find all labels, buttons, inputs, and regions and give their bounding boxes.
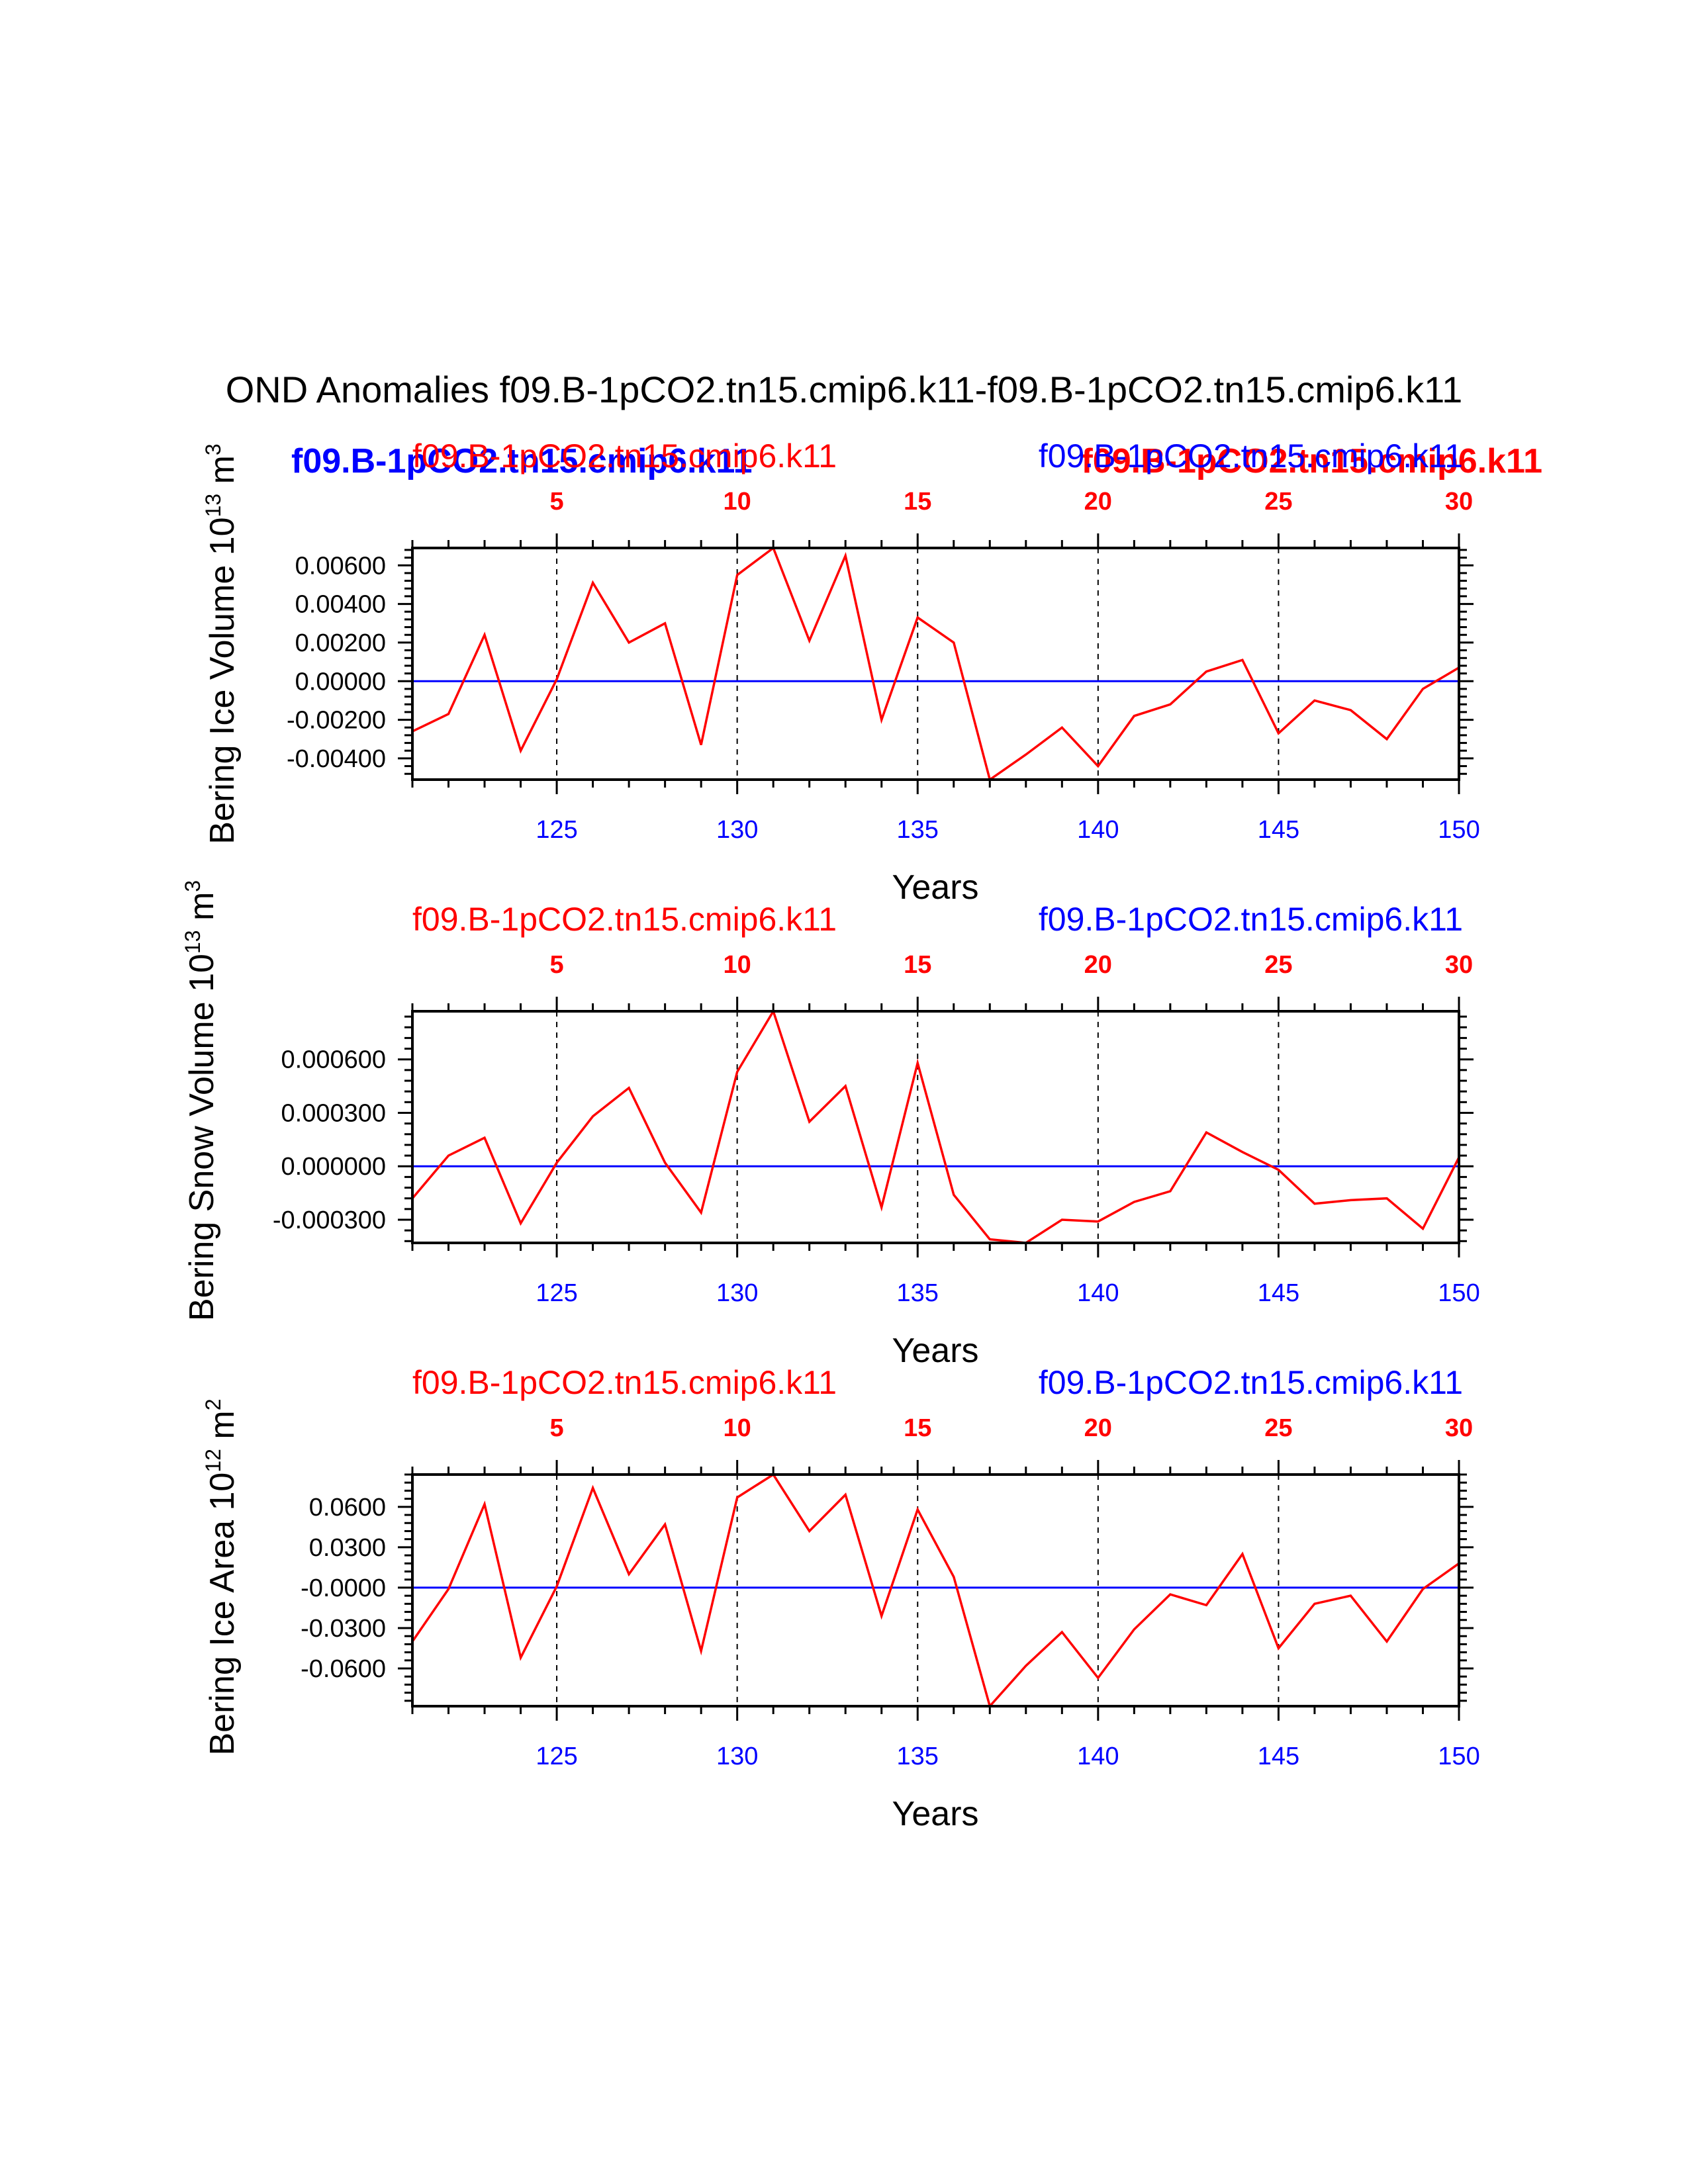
x-tick-label-top: 15	[904, 1414, 931, 1442]
x-tick-label-bottom: 125	[536, 1279, 577, 1307]
y-axis-label-text: Bering Snow Volume 10	[183, 954, 221, 1321]
x-tick-label-top: 15	[904, 488, 931, 516]
x-tick-label-top: 20	[1084, 488, 1112, 516]
x-tick-label-bottom: 150	[1438, 1279, 1479, 1307]
y-tick-label: -0.0000	[301, 1574, 386, 1602]
x-tick-label-bottom: 125	[536, 816, 577, 844]
subtitle-right: f09.B-1pCO2.tn15.cmip6.k11	[1039, 901, 1463, 938]
x-tick-label-top: 25	[1264, 488, 1292, 516]
series-line	[411, 1008, 1460, 1244]
x-tick-label-bottom: 130	[716, 816, 758, 844]
plot-frame	[411, 1010, 1460, 1244]
y-tick-label: -0.000300	[273, 1206, 386, 1234]
y-tick-label: 0.00000	[295, 668, 386, 696]
y-tick-label: -0.00400	[287, 745, 386, 773]
x-tick-label-top: 20	[1084, 1414, 1112, 1442]
panel-1: -0.00400 -0.00200 0.00000 0.00200 0.00400 0.0…	[201, 437, 1480, 907]
subtitle-left: f09.B-1pCO2.tn15.cmip6.k11	[412, 901, 837, 938]
subtitle-left: f09.B-1pCO2.tn15.cmip6.k11	[412, 437, 837, 475]
panel-2: -0.000300 0.000000 0.000300 0.000600 125 130 1…	[181, 880, 1480, 1370]
x-tick-label-top: 30	[1445, 1414, 1473, 1442]
plot-frame	[411, 547, 1460, 781]
y-axis-label-exponent: 13	[181, 930, 205, 954]
x-tick-label-bottom: 140	[1077, 1743, 1119, 1770]
x-tick-label-top: 5	[549, 488, 563, 516]
series-line	[412, 546, 1460, 782]
y-tick-label: 0.00400	[295, 591, 386, 619]
y-axis-label: Bering Snow Volume 1013 m3	[181, 880, 221, 1321]
x-tick-label-bottom: 130	[716, 1279, 758, 1307]
plot-frame	[411, 1473, 1460, 1707]
x-axis-label: Years	[892, 868, 978, 907]
y-axis-label-unit: m	[203, 1410, 242, 1449]
y-axis-label-unit-exponent: 3	[181, 880, 205, 892]
y-tick-label: 0.0300	[309, 1534, 386, 1562]
x-tick-label-bottom: 140	[1077, 1279, 1119, 1307]
overlay-blue-label: f09.B-1pCO2.tn15.cmip6.k11	[291, 442, 753, 480]
y-tick-label: -0.0600	[301, 1655, 386, 1683]
x-tick-label-top: 5	[549, 1414, 563, 1442]
y-tick-label: -0.0300	[301, 1615, 386, 1643]
x-tick-label-bottom: 135	[897, 1279, 939, 1307]
x-tick-label-bottom: 130	[716, 1743, 758, 1770]
y-axis-label-exponent: 13	[201, 494, 225, 518]
x-tick-label-top: 10	[724, 951, 751, 979]
y-axis-label-unit: m	[203, 455, 242, 494]
x-axis-label: Years	[892, 1795, 978, 1833]
x-tick-label-top: 25	[1264, 1414, 1292, 1442]
y-tick-label: -0.00200	[287, 707, 386, 735]
y-axis-label: Bering Ice Area 1012 m2	[201, 1399, 242, 1756]
x-tick-label-bottom: 145	[1258, 1279, 1299, 1307]
y-axis-label-text: Bering Ice Volume 10	[203, 517, 242, 844]
x-tick-label-top: 30	[1445, 951, 1473, 979]
y-tick-label: 0.0600	[309, 1494, 386, 1522]
x-tick-label-top: 5	[549, 951, 563, 979]
x-tick-label-bottom: 135	[897, 816, 939, 844]
y-tick-label: 0.00600	[295, 552, 386, 580]
x-tick-label-bottom: 145	[1258, 1743, 1299, 1770]
x-axis-label: Years	[892, 1332, 978, 1370]
x-tick-label-bottom: 125	[536, 1743, 577, 1770]
subtitle-right: f09.B-1pCO2.tn15.cmip6.k11	[1039, 437, 1463, 475]
x-tick-label-bottom: 150	[1438, 1743, 1479, 1770]
y-tick-label: 0.000000	[281, 1153, 387, 1181]
x-tick-label-top: 25	[1264, 951, 1292, 979]
subtitle-left: f09.B-1pCO2.tn15.cmip6.k11	[412, 1364, 837, 1401]
y-axis-label: Bering Ice Volume 1013 m3	[201, 443, 242, 844]
x-tick-label-top: 10	[724, 488, 751, 516]
x-tick-label-top: 10	[724, 1414, 751, 1442]
y-axis-label-unit-exponent: 2	[201, 1399, 225, 1411]
x-tick-label-top: 15	[904, 951, 931, 979]
series-line	[411, 1473, 1460, 1709]
y-axis-label-unit-exponent: 3	[201, 443, 225, 455]
y-axis-label-text: Bering Ice Area 10	[203, 1473, 242, 1756]
y-axis-label-unit: m	[183, 892, 221, 931]
x-tick-label-top: 30	[1445, 488, 1473, 516]
x-tick-label-bottom: 150	[1438, 816, 1479, 844]
x-tick-label-bottom: 145	[1258, 816, 1299, 844]
y-tick-label: 0.000600	[281, 1046, 387, 1074]
y-tick-label: 0.00200	[295, 629, 386, 657]
x-tick-label-bottom: 135	[897, 1743, 939, 1770]
subtitle-right: f09.B-1pCO2.tn15.cmip6.k11	[1039, 1364, 1463, 1401]
x-tick-label-top: 20	[1084, 951, 1112, 979]
y-axis-label-exponent: 12	[201, 1449, 225, 1473]
figure-title: OND Anomalies f09.B-1pCO2.tn15.cmip6.k11…	[226, 369, 1463, 410]
x-tick-label-bottom: 140	[1077, 816, 1119, 844]
y-tick-label: 0.000300	[281, 1099, 387, 1127]
overlay-red-label: f09.B-1pCO2.tn15.cmip6.k11	[1081, 442, 1542, 480]
